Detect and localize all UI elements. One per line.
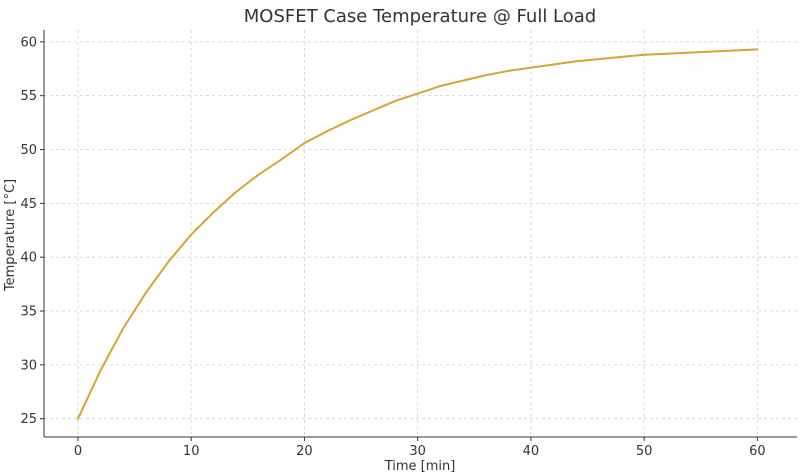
- y-tick-label: 50: [20, 143, 37, 158]
- x-tick-label: 0: [74, 444, 82, 459]
- x-tick-label: 50: [636, 444, 653, 459]
- x-tick-label: 40: [523, 444, 540, 459]
- x-tick-label: 20: [296, 444, 313, 459]
- y-axis-label: Temperature [°C]: [3, 179, 18, 292]
- x-tick-label: 30: [409, 444, 426, 459]
- ticks: 0 10 20 30 40 50 60 25 30 35 40 45 50 55 60: [20, 35, 765, 459]
- y-tick-label: 45: [20, 197, 37, 212]
- grid: [44, 30, 797, 437]
- x-tick-label: 60: [749, 444, 766, 459]
- x-axis-label: Time [min]: [384, 459, 456, 474]
- y-tick-label: 35: [20, 305, 37, 320]
- y-tick-label: 40: [20, 251, 37, 266]
- y-tick-label: 55: [20, 89, 37, 104]
- y-tick-label: 30: [20, 358, 37, 373]
- y-tick-label: 60: [20, 35, 37, 50]
- chart-title: MOSFET Case Temperature @ Full Load: [244, 6, 597, 27]
- axes: [43, 30, 797, 438]
- y-tick-label: 25: [20, 412, 37, 427]
- temperature-series-line: [76, 48, 759, 420]
- x-tick-label: 10: [183, 444, 200, 459]
- series: [76, 48, 759, 420]
